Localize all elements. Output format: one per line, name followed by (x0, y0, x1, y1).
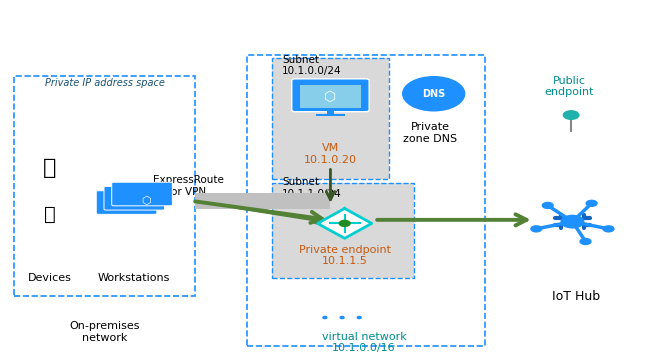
Text: Devices: Devices (28, 274, 72, 284)
Text: Private IP address space: Private IP address space (45, 78, 165, 88)
Text: DNS: DNS (422, 89, 445, 99)
Text: Private endpoint
10.1.1.5: Private endpoint 10.1.1.5 (299, 245, 391, 266)
Circle shape (402, 77, 465, 111)
Text: Public
endpoint: Public endpoint (544, 76, 594, 97)
Circle shape (563, 111, 579, 119)
Circle shape (542, 203, 553, 208)
Text: Subnet
10.1.1.0/24: Subnet 10.1.1.0/24 (282, 177, 341, 199)
Bar (327, 109, 334, 115)
Circle shape (340, 316, 344, 319)
Text: 🤖: 🤖 (44, 205, 56, 224)
Polygon shape (318, 208, 372, 238)
FancyBboxPatch shape (300, 84, 361, 108)
Bar (316, 114, 345, 116)
Text: 📷: 📷 (43, 158, 56, 178)
Circle shape (531, 226, 542, 232)
Text: Workstations: Workstations (97, 274, 170, 284)
Text: On-premises
network: On-premises network (69, 321, 140, 343)
Circle shape (580, 238, 591, 245)
FancyBboxPatch shape (292, 79, 369, 112)
FancyBboxPatch shape (272, 183, 414, 279)
FancyBboxPatch shape (97, 191, 157, 214)
Text: ExpressRoute
or VPN: ExpressRoute or VPN (153, 175, 224, 197)
Circle shape (561, 216, 584, 228)
Circle shape (586, 200, 597, 206)
Text: VM
10.1.0.20: VM 10.1.0.20 (304, 143, 357, 165)
Text: Subnet
10.1.0.0/24: Subnet 10.1.0.0/24 (282, 54, 341, 76)
FancyBboxPatch shape (272, 58, 389, 179)
Text: IoT Hub: IoT Hub (551, 290, 599, 303)
Bar (195, 193, 330, 209)
Circle shape (603, 226, 614, 232)
FancyBboxPatch shape (111, 182, 172, 206)
Text: ⬡: ⬡ (325, 90, 336, 104)
Circle shape (339, 221, 350, 226)
Circle shape (357, 316, 361, 319)
Text: virtual network
10.1.0.0/16: virtual network 10.1.0.0/16 (321, 332, 406, 353)
Text: ⬡: ⬡ (142, 195, 152, 205)
Text: Private
zone DNS: Private zone DNS (404, 122, 457, 144)
Circle shape (323, 316, 327, 319)
FancyBboxPatch shape (104, 187, 165, 210)
